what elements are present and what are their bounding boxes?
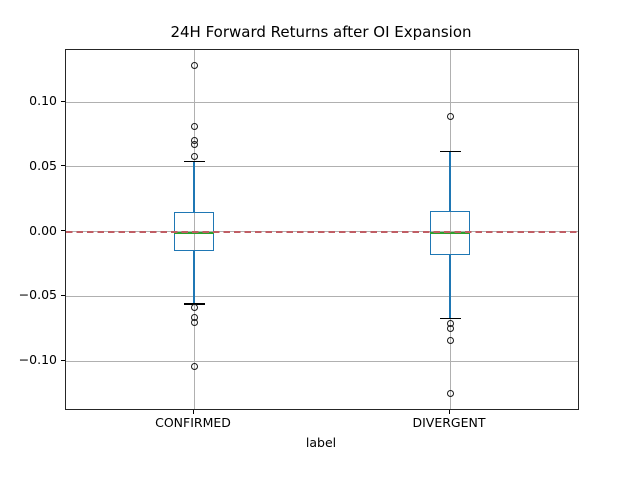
x-axis-label: label — [305, 435, 337, 450]
median-line-confirmed — [174, 232, 214, 234]
gridline-vertical — [193, 50, 195, 409]
y-tick-label: −0.10 — [18, 352, 57, 368]
outlier-point-divergent — [446, 112, 454, 120]
gridline-vertical — [449, 50, 451, 409]
whisker-upper-divergent — [449, 151, 451, 211]
gridline-horizontal — [66, 295, 578, 297]
cap-upper-divergent — [439, 150, 461, 153]
outlier-point-divergent — [446, 336, 454, 344]
cap-lower-divergent — [439, 317, 461, 320]
y-tick-label: 0.05 — [29, 157, 57, 173]
chart-title: 24H Forward Returns after OI Expansion — [170, 23, 472, 41]
zero-reference-line — [66, 230, 578, 233]
outlier-point-confirmed — [190, 62, 198, 70]
y-tick-mark — [61, 294, 65, 296]
outlier-point-divergent — [446, 389, 454, 397]
x-tick-label-confirmed: CONFIRMED — [155, 415, 231, 430]
y-tick-label: −0.05 — [18, 287, 57, 303]
outlier-point-confirmed — [190, 318, 198, 326]
cap-lower-confirmed — [183, 303, 205, 305]
y-tick-mark — [61, 100, 65, 102]
gridline-horizontal — [66, 166, 578, 168]
x-tick-label-divergent: DIVERGENT — [412, 415, 486, 430]
plot-area — [65, 49, 579, 410]
gridline-horizontal — [66, 360, 578, 362]
y-tick-label: 0.10 — [29, 93, 57, 109]
outlier-point-confirmed — [190, 152, 198, 160]
x-tick-mark — [192, 410, 194, 414]
gridline-horizontal — [66, 101, 578, 103]
median-line-divergent — [430, 232, 470, 234]
y-tick-mark — [61, 359, 65, 361]
outlier-point-confirmed — [190, 304, 198, 312]
cap-upper-confirmed — [183, 160, 205, 163]
y-tick-mark — [61, 165, 65, 167]
outlier-point-confirmed — [190, 362, 198, 370]
outlier-point-confirmed — [190, 123, 198, 131]
outlier-point-confirmed — [190, 141, 198, 149]
whisker-lower-divergent — [449, 254, 451, 319]
y-tick-label: 0.00 — [29, 222, 57, 238]
whisker-upper-confirmed — [193, 161, 195, 213]
whisker-lower-confirmed — [193, 250, 195, 305]
x-tick-mark — [448, 410, 450, 414]
y-tick-mark — [61, 230, 65, 232]
outlier-point-divergent — [446, 325, 454, 333]
